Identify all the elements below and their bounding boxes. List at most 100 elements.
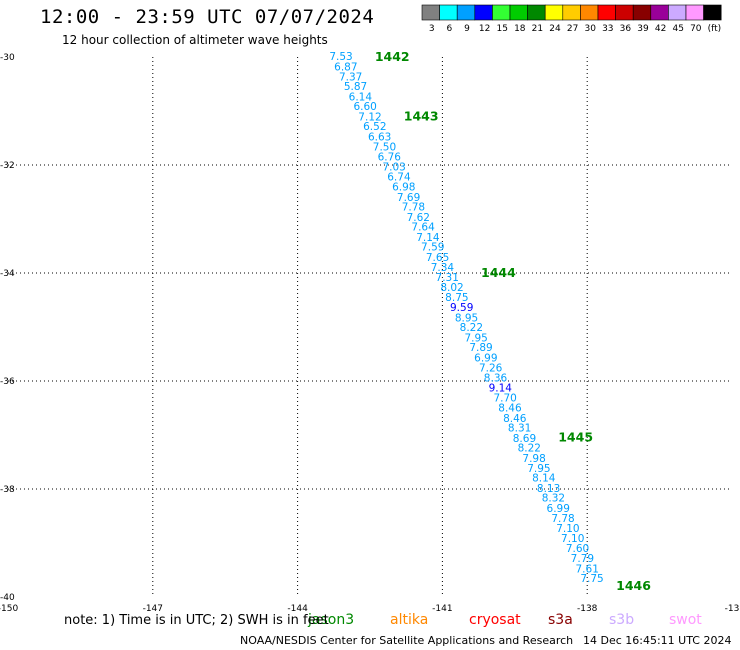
swh-point-label: 7.10 <box>561 533 584 545</box>
legend-label: 3 <box>429 24 435 34</box>
x-tick-label: -138 <box>577 604 598 614</box>
chart-grid <box>8 57 732 597</box>
swh-point-label: 7.75 <box>580 573 603 585</box>
swh-point-label: 7.26 <box>479 363 503 375</box>
track-time-label: 1444 <box>481 265 516 280</box>
x-tick-label: -150 <box>0 604 18 614</box>
track-time-label: 1442 <box>375 49 410 64</box>
legend-label: 15 <box>496 24 507 34</box>
x-tick-label: -141 <box>432 604 452 614</box>
legend-label: 45 <box>672 24 683 34</box>
swh-point-label: 7.61 <box>576 563 599 575</box>
swh-point-label: 7.70 <box>493 392 516 404</box>
swh-point-label: 8.32 <box>542 493 565 505</box>
swh-point-label: 7.50 <box>373 142 396 154</box>
swh-point-label: 7.31 <box>436 272 459 284</box>
footer-note: note: 1) Time is in UTC; 2) SWH is in fe… <box>64 613 329 628</box>
swh-point-label: 8.02 <box>440 282 463 294</box>
swh-point-label: 7.53 <box>329 51 352 63</box>
legend-label: 36 <box>620 24 632 34</box>
swh-point-label: 6.87 <box>334 61 357 73</box>
legend-swatch <box>668 4 687 21</box>
swh-point-label: 7.14 <box>416 232 440 244</box>
swh-point-label: 7.03 <box>382 162 405 174</box>
swh-point-label: 7.78 <box>402 202 425 214</box>
swh-point-label: 7.12 <box>358 111 381 123</box>
satellite-legend-cryosat: cryosat <box>469 612 521 628</box>
legend-label: 70 <box>690 24 702 34</box>
y-tick-label: -30 <box>0 53 15 63</box>
satellite-legend-jason3: jason3 <box>308 612 355 628</box>
swh-point-label: 8.69 <box>513 433 536 445</box>
track-time-label: 1445 <box>558 430 593 445</box>
swh-point-label: 5.87 <box>344 81 367 93</box>
swh-point-label: 7.79 <box>571 553 594 565</box>
legend-swatch <box>421 4 440 21</box>
swh-point-label: 7.59 <box>421 242 444 254</box>
swh-point-label: 6.63 <box>368 131 391 143</box>
swh-point-label: 6.99 <box>547 503 570 515</box>
swh-point-label: 8.31 <box>508 423 531 435</box>
y-tick-label: -40 <box>0 593 15 603</box>
swh-point-label: 6.60 <box>353 101 376 113</box>
satellite-legend-altika: altika <box>390 612 429 628</box>
legend-swatch <box>439 4 458 21</box>
legend-label: 27 <box>567 24 578 34</box>
legend-label: 12 <box>479 24 490 34</box>
footer-credit: NOAA/NESDIS Center for Satellite Applica… <box>240 634 574 647</box>
satellite-legend-swot: swot <box>669 612 702 628</box>
swh-point-label: 7.34 <box>431 262 455 274</box>
legend-swatch <box>580 4 599 21</box>
track-time-labels: 1442 1443 1444 1445 1446 <box>375 49 651 593</box>
x-tick-label: -144 <box>287 604 308 614</box>
swh-point-label: 8.46 <box>498 403 522 415</box>
swh-point-label: 8.22 <box>518 443 541 455</box>
x-tick-label: -147 <box>143 604 163 614</box>
swh-point-label: 9.59 <box>450 302 473 314</box>
swh-point-label: 8.22 <box>460 322 483 334</box>
swh-point-label: 9.14 <box>489 383 513 395</box>
legend-label: 33 <box>602 24 613 34</box>
legend-label: 24 <box>549 24 561 34</box>
swh-point-label: 7.60 <box>566 543 589 555</box>
legend-swatch <box>544 4 564 21</box>
data-points: 7.536.877.375.876.146.607.126.526.637.50… <box>329 51 603 585</box>
color-legend: 3 6 9 12 15 18 21 24 27 30 33 36 39 42 45 70 (ft) <box>421 4 722 34</box>
swh-point-label: 7.10 <box>556 523 579 535</box>
satellite-legend-s3a: s3a <box>548 612 573 628</box>
legend-swatch <box>597 4 616 21</box>
legend-label: 39 <box>637 24 649 34</box>
footer-generated-time: 14 Dec 16:45:11 UTC 2024 <box>583 634 732 647</box>
swh-point-label: 7.89 <box>469 342 492 354</box>
swh-point-label: 6.52 <box>363 121 386 133</box>
y-tick-label: -34 <box>0 269 15 279</box>
page-title: 12:00 - 23:59 UTC 07/07/2024 <box>40 6 375 28</box>
swh-point-label: 7.62 <box>407 212 430 224</box>
y-tick-label: -32 <box>0 161 15 171</box>
legend-swatch <box>527 4 546 21</box>
legend-swatch <box>632 4 652 21</box>
legend-swatch <box>509 4 528 21</box>
swh-point-label: 7.64 <box>411 222 435 234</box>
legend-unit-label: (ft) <box>708 24 722 34</box>
legend-swatch <box>703 4 722 21</box>
swh-point-label: 8.75 <box>445 292 468 304</box>
swh-point-label: 8.46 <box>503 413 527 425</box>
swh-point-label: 6.98 <box>392 182 415 194</box>
swh-point-label: 8.95 <box>455 312 478 324</box>
page-subtitle: 12 hour collection of altimeter wave hei… <box>62 33 328 47</box>
legend-label: 6 <box>447 24 453 34</box>
track-time-label: 1446 <box>616 578 651 593</box>
legend-label: 42 <box>655 24 666 34</box>
swh-point-label: 7.78 <box>551 513 574 525</box>
legend-swatch <box>615 4 634 21</box>
swh-point-label: 7.69 <box>397 192 420 204</box>
swh-point-label: 7.98 <box>522 453 545 465</box>
swh-point-label: 6.99 <box>474 352 497 364</box>
x-tick-label: -13 <box>725 604 740 614</box>
swh-point-label: 7.95 <box>527 463 550 475</box>
legend-label: 9 <box>464 24 470 34</box>
axis-ticks: -150 -147 -144 -141 -138 -13 -30 -32 -34 -36 -38 -4… <box>0 53 739 614</box>
swh-point-label: 8.14 <box>532 473 556 485</box>
